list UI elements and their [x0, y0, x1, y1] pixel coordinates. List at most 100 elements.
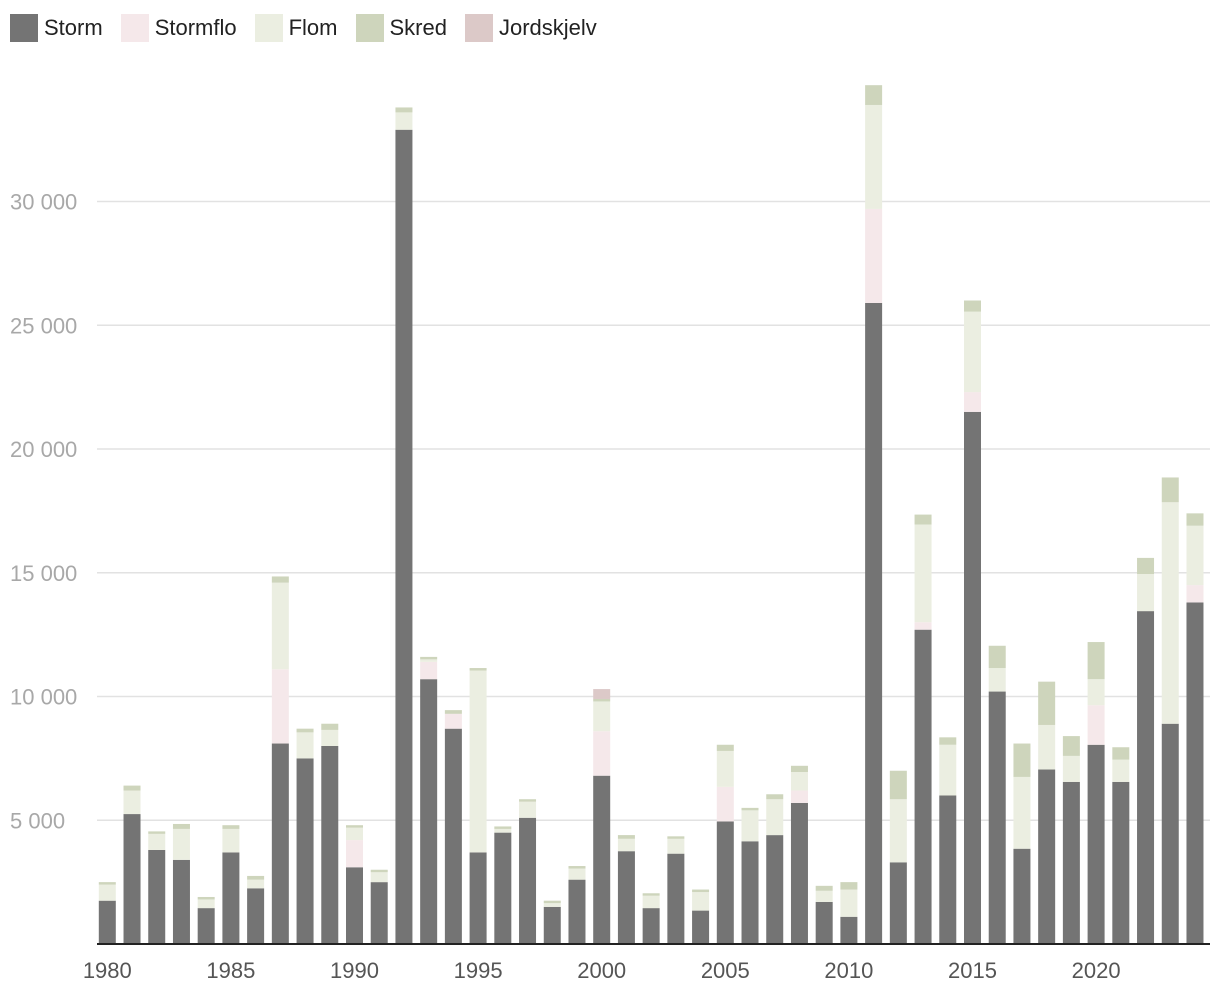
bar-storm-2019 — [1062, 781, 1080, 944]
legend: Storm Stormflo Flom Skred Jordskjelv — [10, 12, 615, 44]
bar-flom-2006 — [741, 810, 759, 842]
bar-storm-1986 — [247, 888, 265, 944]
bar-storm-1996 — [494, 832, 512, 944]
bar-storm-2024 — [1186, 602, 1204, 944]
bar-flom-1997 — [519, 801, 537, 818]
bar-skred-2024 — [1186, 513, 1204, 526]
bar-flom-1989 — [321, 729, 339, 746]
bar-flom-1980 — [98, 884, 116, 901]
bar-storm-1993 — [420, 679, 438, 944]
bar-skred-2021 — [1112, 747, 1130, 760]
bar-storm-2013 — [914, 629, 932, 944]
bar-flom-2024 — [1186, 525, 1204, 586]
y-tick-label: 15 000 — [10, 561, 77, 586]
x-tick-label: 2015 — [948, 958, 997, 983]
bar-skred-2022 — [1137, 557, 1155, 574]
bar-storm-2010 — [840, 916, 858, 944]
bar-skred-2013 — [914, 514, 932, 525]
legend-item-jordskjelv: Jordskjelv — [464, 14, 597, 42]
y-tick-label: 25 000 — [10, 313, 77, 338]
bar-flom-2014 — [939, 744, 957, 796]
bar-storm-2015 — [964, 411, 981, 944]
legend-swatch — [254, 14, 283, 42]
bar-storm-1987 — [271, 743, 289, 944]
bar-flom-2020 — [1087, 679, 1105, 706]
bar-flom-1999 — [568, 868, 586, 880]
bar-skred-1995 — [469, 668, 487, 671]
bar-flom-2016 — [988, 668, 1006, 692]
bar-skred-2023 — [1161, 477, 1179, 503]
bar-skred-1986 — [247, 875, 265, 880]
bar-skred-2005 — [716, 744, 734, 751]
bar-jordskjelv-2000 — [593, 689, 611, 699]
bar-storm-1997 — [519, 817, 537, 944]
bar-skred-2002 — [642, 893, 660, 896]
bar-flom-1990 — [346, 827, 363, 841]
bar-flom-2022 — [1137, 573, 1155, 612]
bar-skred-1981 — [123, 785, 141, 791]
bar-storm-1999 — [568, 879, 586, 944]
bar-skred-2017 — [1013, 743, 1031, 777]
x-tick-label: 2010 — [824, 958, 873, 983]
bar-skred-1991 — [370, 869, 388, 873]
bar-skred-1993 — [420, 656, 438, 660]
bar-flom-1995 — [469, 670, 487, 853]
bar-storm-2006 — [741, 841, 759, 944]
bar-storm-1982 — [148, 849, 166, 944]
bar-skred-2014 — [939, 737, 957, 745]
bar-storm-2000 — [593, 775, 611, 944]
bar-skred-2012 — [889, 770, 907, 800]
bar-storm-1990 — [346, 867, 363, 944]
bar-stormflo-2008 — [790, 790, 808, 803]
bar-flom-1983 — [172, 828, 190, 860]
legend-item-flom: Flom — [254, 14, 338, 42]
bar-skred-2003 — [667, 836, 685, 839]
bar-flom-2018 — [1038, 724, 1056, 770]
bar-storm-1998 — [543, 906, 561, 944]
tick-labels: 5 000 10 000 15 000 20 000 25 000 30 000 1980 1… — [10, 190, 1121, 984]
bar-flom-2023 — [1161, 502, 1179, 724]
bar-flom-2011 — [865, 104, 883, 209]
bar-storm-2016 — [988, 691, 1006, 944]
bar-stormflo-2015 — [964, 392, 981, 412]
bar-skred-1983 — [172, 823, 190, 829]
bar-storm-2023 — [1161, 723, 1179, 944]
bar-flom-2010 — [840, 889, 858, 917]
bar-skred-2006 — [741, 807, 759, 811]
bar-storm-2012 — [889, 862, 907, 944]
bar-flom-2009 — [815, 890, 833, 902]
bar-skred-1987 — [271, 576, 289, 583]
bar-stormflo-1994 — [444, 713, 462, 729]
bar-skred-2011 — [865, 85, 883, 105]
bar-storm-1981 — [123, 814, 141, 944]
bar-flom-2015 — [964, 311, 981, 393]
y-tick-label: 5 000 — [10, 808, 65, 833]
bar-flom-1985 — [222, 828, 240, 853]
bar-storm-2017 — [1013, 848, 1031, 944]
bar-skred-1994 — [444, 710, 462, 714]
legend-label: Stormflo — [154, 15, 237, 40]
bar-storm-1984 — [197, 908, 215, 944]
bar-stormflo-2011 — [865, 208, 883, 303]
legend-label: Jordskjelv — [498, 15, 597, 40]
bar-storm-1992 — [395, 129, 413, 945]
bar-flom-2021 — [1112, 759, 1130, 782]
bar-flom-2004 — [692, 892, 710, 911]
bar-stormflo-1990 — [346, 840, 363, 868]
bar-flom-1993 — [420, 659, 438, 662]
bar-skred-1990 — [346, 825, 363, 828]
bar-flom-2007 — [766, 799, 784, 836]
bar-skred-1980 — [98, 882, 116, 885]
legend-label: Skred — [389, 15, 447, 40]
bar-flom-1996 — [494, 828, 512, 833]
bar-stormflo-2005 — [716, 786, 734, 822]
legend-swatch — [464, 14, 493, 42]
bar-skred-1985 — [222, 825, 240, 829]
bar-stormflo-2024 — [1186, 585, 1204, 603]
bar-flom-2003 — [667, 838, 685, 854]
bar-skred-2010 — [840, 882, 858, 890]
x-tick-label: 1985 — [206, 958, 255, 983]
bar-flom-1992 — [395, 112, 413, 130]
legend-item-stormflo: Stormflo — [120, 14, 237, 42]
